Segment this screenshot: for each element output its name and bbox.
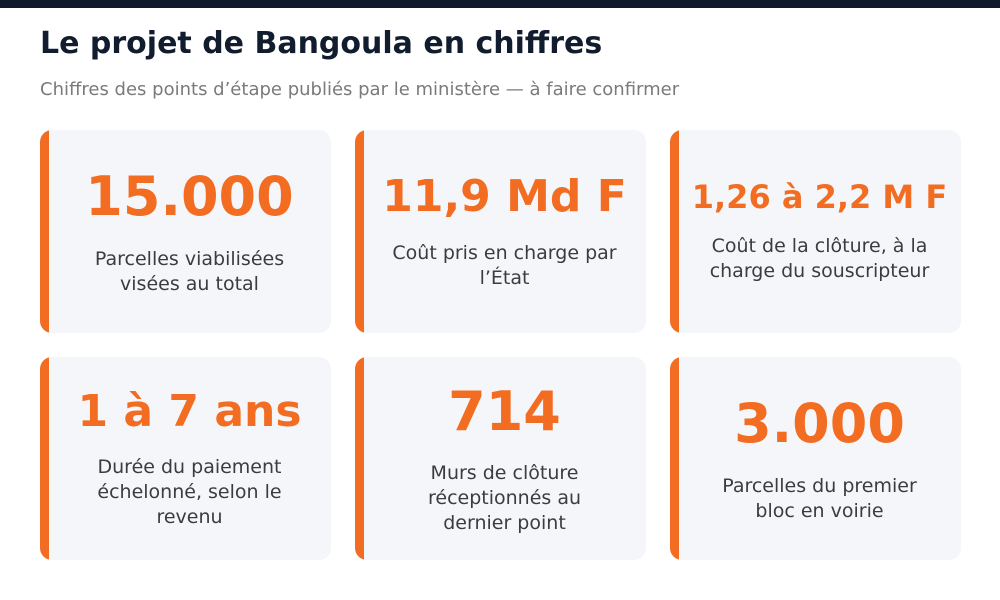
- stat-label: Murs de clôture réceptionnés au dernier …: [427, 462, 582, 535]
- stat-card-payment-duration: 1 à 7 ans Durée du paiement échelonné, s…: [40, 357, 331, 560]
- stat-card-fence-walls: 714 Murs de clôture réceptionnés au dern…: [355, 357, 646, 560]
- stat-value: 3.000: [734, 392, 905, 456]
- stat-label: Coût pris en charge par l’État: [392, 241, 617, 289]
- page-subtitle: Chiffres des points d’étape publiés par …: [40, 79, 680, 100]
- card-accent-bar: [670, 130, 679, 333]
- stat-card-state-cost: 11,9 Md F Coût pris en charge par l’État: [355, 130, 646, 333]
- card-accent-bar: [670, 357, 679, 560]
- stat-card-first-block: 3.000 Parcelles du premier bloc en voiri…: [670, 357, 961, 560]
- stat-value: 1,26 à 2,2 M F: [691, 178, 948, 217]
- card-accent-bar: [40, 357, 49, 560]
- stat-card-fence-cost: 1,26 à 2,2 M F Coût de la clôture, à la …: [670, 130, 961, 333]
- stat-value: 714: [448, 379, 561, 443]
- page-title: Le projet de Bangoula en chiffres: [40, 26, 603, 61]
- stat-card-parcels-total: 15.000 Parcelles viabilisées visées au t…: [40, 130, 331, 333]
- stat-label: Parcelles du premier bloc en voirie: [722, 474, 917, 522]
- card-accent-bar: [355, 357, 364, 560]
- stat-label: Coût de la clôture, à la charge du sousc…: [709, 234, 930, 282]
- card-accent-bar: [355, 130, 364, 333]
- stat-value: 15.000: [85, 165, 294, 229]
- stat-label: Parcelles viabilisées visées au total: [94, 247, 285, 295]
- stat-value: 11,9 Md F: [382, 171, 627, 223]
- stats-grid: 15.000 Parcelles viabilisées visées au t…: [40, 130, 961, 561]
- card-accent-bar: [40, 130, 49, 333]
- stat-value: 1 à 7 ans: [77, 385, 302, 437]
- top-bar: [0, 0, 1000, 8]
- stat-label: Durée du paiement échelonné, selon le re…: [97, 456, 282, 529]
